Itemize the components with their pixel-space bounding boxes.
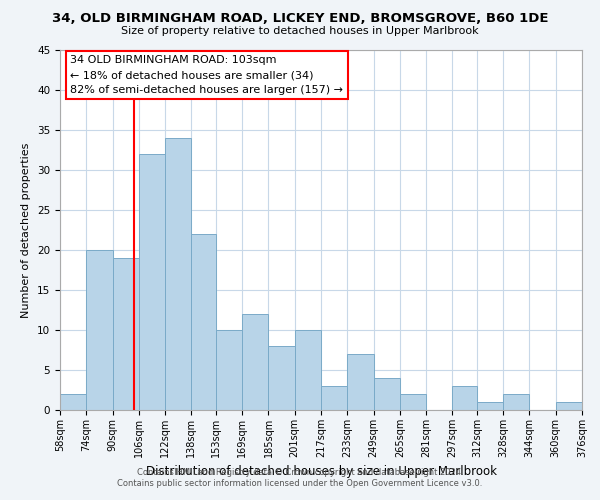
Bar [503,394,529,410]
Bar [113,258,139,410]
Text: Contains HM Land Registry data © Crown copyright and database right 2024.
Contai: Contains HM Land Registry data © Crown c… [118,468,482,487]
Bar [347,354,374,410]
Text: 34 OLD BIRMINGHAM ROAD: 103sqm
← 18% of detached houses are smaller (34)
82% of : 34 OLD BIRMINGHAM ROAD: 103sqm ← 18% of … [70,56,343,95]
Bar [400,394,426,410]
Bar [295,330,321,410]
Text: Size of property relative to detached houses in Upper Marlbrook: Size of property relative to detached ho… [121,26,479,36]
Bar [191,234,216,410]
Bar [86,250,113,410]
Bar [60,394,86,410]
X-axis label: Distribution of detached houses by size in Upper Marlbrook: Distribution of detached houses by size … [146,466,497,478]
Bar [139,154,165,410]
Y-axis label: Number of detached properties: Number of detached properties [22,142,31,318]
Bar [242,314,268,410]
Text: 34, OLD BIRMINGHAM ROAD, LICKEY END, BROMSGROVE, B60 1DE: 34, OLD BIRMINGHAM ROAD, LICKEY END, BRO… [52,12,548,26]
Bar [321,386,347,410]
Bar [165,138,191,410]
Bar [268,346,295,410]
Bar [556,402,582,410]
Bar [477,402,503,410]
Bar [216,330,242,410]
Bar [374,378,400,410]
Bar [452,386,477,410]
